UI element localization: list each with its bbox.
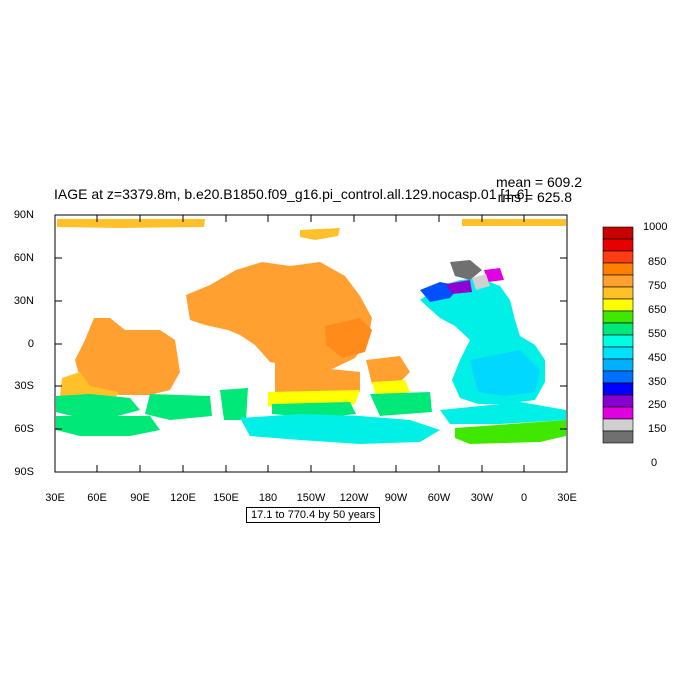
colorbar-label: 850	[648, 256, 667, 268]
north-pacific	[186, 262, 372, 370]
arctic-band-west	[57, 219, 205, 228]
colorbar-label: 150	[648, 423, 667, 435]
southern-green-pac2	[272, 402, 356, 418]
east-pacific-dark	[325, 318, 372, 358]
x-axis-ticks	[54, 215, 568, 472]
y-tick-label: 0	[27, 338, 34, 350]
contour-caption: 17.1 to 770.4 by 50 years	[246, 507, 381, 523]
southern-green-south	[56, 416, 160, 436]
colorbar-swatch	[602, 286, 634, 300]
y-tick-label: 30S	[14, 380, 34, 392]
colorbar-swatch	[602, 346, 634, 360]
colorbar-swatch	[602, 394, 634, 408]
colorbar	[602, 226, 634, 444]
nordic-magenta	[484, 268, 504, 282]
colorbar-swatch	[602, 358, 634, 372]
indian-ocean	[75, 318, 180, 395]
colorbar-swatch	[602, 238, 634, 252]
x-tick-label: 30E	[45, 492, 65, 504]
x-tick-label: 150E	[213, 492, 239, 504]
southern-cyan-east	[440, 402, 566, 424]
x-tick-label: 150W	[296, 492, 326, 504]
colorbar-label: 550	[648, 328, 667, 340]
x-tick-label: 180	[258, 492, 278, 504]
colorbar-label: 650	[648, 304, 667, 316]
rms-stat: rms = 625.8	[497, 189, 572, 205]
southern-cyan	[240, 414, 440, 444]
colorbar-label: 250	[648, 399, 667, 411]
x-tick-label: 30W	[470, 492, 494, 504]
colorbar-swatch	[602, 322, 634, 336]
colorbar-label: 350	[648, 376, 667, 388]
colorbar-swatch	[602, 274, 634, 288]
atlantic-sky	[470, 350, 540, 396]
x-tick-label: 0	[520, 492, 528, 504]
southern-green-pac	[220, 388, 248, 420]
colorbar-swatch	[602, 334, 634, 348]
x-tick-label: 60E	[87, 492, 107, 504]
colorbar-swatch	[602, 406, 634, 420]
mean-stat: mean = 609.2	[495, 174, 582, 190]
y-tick-label: 60S	[14, 423, 34, 435]
x-tick-label: 60W	[427, 492, 451, 504]
ocean-field	[56, 219, 566, 444]
southern-green-east	[370, 392, 432, 416]
nordic-lightgray	[472, 274, 490, 290]
southern-green-atl	[455, 420, 566, 444]
map-title: IAGE at z=3379.8m, b.e20.B1850.f09_g16.p…	[54, 186, 529, 202]
colorbar-swatch	[602, 262, 634, 276]
colorbar-swatch	[602, 370, 634, 384]
x-tick-label: 30E	[557, 492, 577, 504]
x-tick-label: 90E	[130, 492, 150, 504]
southern-green-west	[56, 394, 140, 418]
colorbar-label: 450	[648, 352, 667, 364]
arctic-patch	[300, 228, 340, 240]
colorbar-label: 750	[648, 280, 667, 292]
colorbar-swatch	[602, 298, 634, 312]
y-tick-label: 30N	[13, 295, 34, 307]
colorbar-label: 1000	[643, 221, 668, 233]
colorbar-swatch	[602, 418, 634, 432]
y-tick-label: 90S	[14, 466, 34, 478]
southern-green-mid	[145, 394, 212, 420]
colorbar-swatch	[602, 382, 634, 396]
indian-west-yellow	[60, 372, 118, 400]
x-tick-label: 120W	[339, 492, 369, 504]
colorbar-label: 0	[651, 457, 658, 469]
y-axis-ticks	[55, 214, 567, 473]
greenland-gray	[450, 260, 482, 280]
y-tick-label: 60N	[13, 252, 34, 264]
chile-basin	[366, 356, 410, 384]
colorbar-swatch	[602, 226, 634, 240]
colorbar-swatch	[602, 250, 634, 264]
x-tick-label: 90W	[384, 492, 408, 504]
arctic-band-east	[462, 219, 566, 226]
chile-yellow	[372, 380, 410, 396]
colorbar-swatch	[602, 310, 634, 324]
colorbar-swatch	[602, 430, 634, 444]
labrador-purple	[446, 280, 472, 294]
y-tick-label: 90N	[13, 209, 34, 221]
x-tick-label: 120E	[170, 492, 196, 504]
